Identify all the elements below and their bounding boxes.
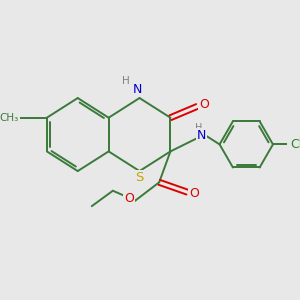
Text: S: S bbox=[135, 171, 144, 184]
Text: O: O bbox=[199, 98, 209, 111]
Text: O: O bbox=[124, 192, 134, 205]
Text: CH₃: CH₃ bbox=[0, 113, 19, 123]
Text: Cl: Cl bbox=[290, 138, 300, 151]
Text: H: H bbox=[195, 123, 203, 133]
Text: N: N bbox=[196, 130, 206, 142]
Text: H: H bbox=[122, 76, 129, 85]
Text: N: N bbox=[133, 83, 142, 96]
Text: O: O bbox=[189, 187, 199, 200]
